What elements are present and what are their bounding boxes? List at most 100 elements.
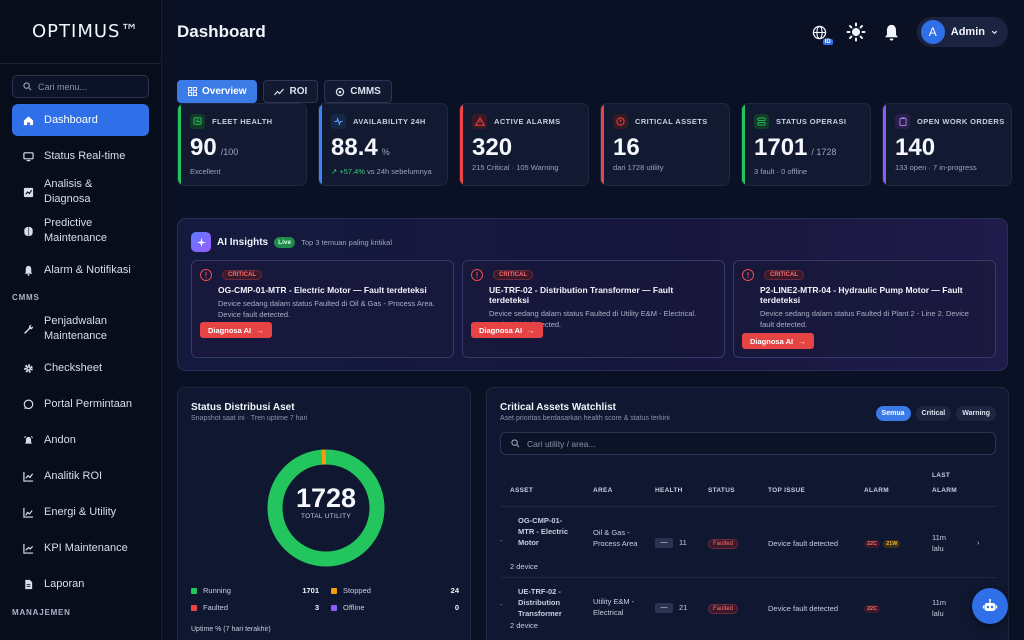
dashboard-tabs: Overview ROI CMMS (162, 64, 1024, 104)
legend-offline: Offline 0 (331, 603, 459, 612)
filter-semua[interactable]: Semua (875, 406, 911, 421)
col-asset[interactable]: ASSET (510, 487, 534, 494)
kpi-value: 320 (472, 134, 513, 161)
critical-badge: CRITICAL (222, 270, 262, 280)
chat-icon (22, 398, 34, 410)
server-icon (754, 114, 769, 129)
sidebar-item-penjadwalan[interactable]: Penjadwalan Maintenance (12, 310, 149, 348)
asset-name[interactable]: OG-CMP-01-MTR - Electric Motor (518, 516, 569, 547)
tab-label: CMMS (350, 86, 381, 97)
diagnosa-ai-button[interactable]: Diagnosa AI → (471, 322, 543, 338)
asset-area: Utility E&M - Electrical (593, 597, 635, 617)
sidebar-item-label: Andon (44, 433, 76, 446)
tab-cmms[interactable]: CMMS (324, 80, 392, 103)
app-logo[interactable]: OPTIMUS™ (0, 0, 161, 64)
kpi-value: 88.4 (331, 134, 378, 161)
sidebar-item-predictive[interactable]: Predictive Maintenance (12, 212, 149, 250)
sidebar-item-portal[interactable]: Portal Permintaan (12, 388, 149, 420)
asset-last-alarm: 11m lalu (932, 533, 947, 553)
user-name: Admin (950, 26, 985, 38)
sidebar: OPTIMUS™ Dashboard Status Real-time Anal… (0, 0, 162, 640)
col-area[interactable]: AREA (593, 487, 613, 494)
sidebar-item-analisis[interactable]: Analisis & Diagnosa (12, 176, 149, 208)
insight-card: ! CRITICAL OG-CMP-01-MTR - Electric Motor… (191, 260, 454, 358)
sidebar-item-label: KPI Maintenance (44, 541, 128, 554)
kpi-accent-bar (178, 104, 181, 185)
sidebar-search[interactable] (12, 75, 149, 98)
sidebar-item-laporan[interactable]: Laporan (12, 568, 149, 600)
sidebar-item-label: Penjadwalan Maintenance (44, 315, 107, 342)
theme-toggle-button[interactable] (845, 21, 867, 43)
globe-icon (813, 25, 827, 39)
table-header: ASSET AREA HEALTH STATUS TOP ISSUE ALARM… (500, 472, 997, 507)
asset-last-alarm: 11m lalu (932, 598, 947, 618)
ai-insights-note: Top 3 temuan paling kritikal (301, 237, 393, 247)
sidebar-search-input[interactable] (38, 81, 138, 92)
kpi-card-fleet-health[interactable]: FLEET HEALTH 90/100 Excellent (177, 103, 307, 186)
kpi-unit: /100 (220, 147, 239, 157)
diagnosa-ai-button[interactable]: Diagnosa AI → (200, 322, 272, 338)
button-label: Diagnosa AI (208, 325, 252, 335)
legend-swatch (191, 604, 197, 611)
user-menu-button[interactable]: A Admin (916, 17, 1008, 47)
bell-icon (885, 24, 899, 41)
chart-icon (22, 186, 34, 198)
uptime-label: Uptime % (7 hari terakhir) (191, 626, 271, 633)
topbar: Dashboard ID A Admin (162, 0, 1024, 64)
asset-health: — 11 (655, 537, 687, 548)
col-status[interactable]: STATUS (708, 487, 735, 494)
button-label: Diagnosa AI (750, 336, 794, 346)
watchlist-search[interactable] (500, 432, 996, 455)
sidebar-item-andon[interactable]: Andon (12, 424, 149, 456)
language-button[interactable]: ID (809, 21, 833, 45)
watchlist-filters: Semua Critical Warning (875, 406, 996, 421)
col-health[interactable]: HEALTH (655, 487, 683, 494)
sidebar-item-energi[interactable]: Energi & Utility (12, 496, 149, 528)
alarm-critical-count: 22C (864, 540, 881, 548)
sidebar-item-alarm[interactable]: Alarm & Notifikasi (12, 254, 149, 286)
tab-roi[interactable]: ROI (263, 80, 319, 103)
legend-label: Running (203, 586, 231, 595)
diagnosa-ai-button[interactable]: Diagnosa AI → (742, 333, 814, 349)
kpi-card-availability[interactable]: AVAILABILITY 24H 88.4% ↗ +57.4% vs 24h s… (318, 103, 448, 186)
col-last-alarm[interactable]: LAST ALARM (932, 472, 957, 494)
clipboard-icon (895, 114, 910, 129)
col-top-issue[interactable]: TOP ISSUE (768, 487, 806, 494)
filter-critical[interactable]: Critical (915, 406, 952, 421)
critical-badge: CRITICAL (493, 270, 533, 280)
sidebar-item-dashboard[interactable]: Dashboard (12, 104, 149, 136)
legend-label: Stopped (343, 586, 371, 595)
tab-label: ROI (289, 86, 308, 97)
sidebar-item-roi[interactable]: Analitik ROI (12, 460, 149, 492)
kpi-card-status-operasi[interactable]: STATUS OPERASI 1701/ 1728 3 fault · 0 of… (741, 103, 871, 186)
kpi-accent-bar (319, 104, 322, 185)
ai-insights-title: AI Insights (217, 236, 269, 248)
chatbot-button[interactable] (972, 588, 1008, 624)
col-alarm[interactable]: ALARM (864, 487, 889, 494)
notifications-button[interactable] (881, 21, 903, 43)
sidebar-item-status-realtime[interactable]: Status Real-time (12, 140, 149, 172)
tab-overview[interactable]: Overview (177, 80, 258, 103)
kpi-card-active-alarms[interactable]: ACTIVE ALARMS 320 215 Critical · 105 War… (459, 103, 589, 186)
donut-slice-faulted[interactable] (267, 449, 385, 567)
table-row[interactable]: - OG-CMP-01-MTR - Electric Motor 2 devic… (500, 508, 997, 578)
table-row[interactable]: - UE-TRF-02 - Distribution Transformer 2… (500, 578, 997, 640)
row-bullet: - (500, 536, 503, 545)
asset-name[interactable]: UE-TRF-02 - Distribution Transformer (518, 587, 562, 618)
kpi-card-critical-assets[interactable]: CRITICAL ASSETS 16 dari 1728 utility (600, 103, 730, 186)
sidebar-nav-cmms: Penjadwalan Maintenance Checksheet Porta… (0, 310, 161, 600)
kpi-value: 90 (190, 134, 217, 161)
filter-warning[interactable]: Warning (956, 406, 996, 421)
kpi-unit: / 1728 (811, 147, 837, 157)
legend-swatch (331, 604, 337, 611)
health-bar: — (655, 602, 673, 613)
kpi-title: FLEET HEALTH (212, 117, 273, 126)
grid-icon (188, 87, 197, 96)
chevron-right-icon[interactable]: › (977, 538, 980, 547)
card-subtitle: Snapshot saat ini · Tren uptime 7 hari (191, 415, 308, 422)
kpi-card-work-orders[interactable]: OPEN WORK ORDERS 140 133 open · 7 in-pro… (882, 103, 1012, 186)
legend-faulted: Faulted 3 (191, 603, 319, 612)
sidebar-item-checksheet[interactable]: Checksheet (12, 352, 149, 384)
watchlist-search-input[interactable] (527, 438, 827, 449)
sidebar-item-kpi[interactable]: KPI Maintenance (12, 532, 149, 564)
